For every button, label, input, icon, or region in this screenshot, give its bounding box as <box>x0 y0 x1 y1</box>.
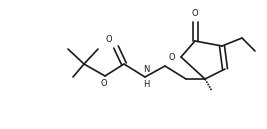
Text: O: O <box>105 35 112 44</box>
Text: O: O <box>168 53 175 62</box>
Text: O: O <box>192 9 198 18</box>
Text: O: O <box>101 79 107 88</box>
Text: N: N <box>143 65 149 74</box>
Text: H: H <box>143 80 149 89</box>
